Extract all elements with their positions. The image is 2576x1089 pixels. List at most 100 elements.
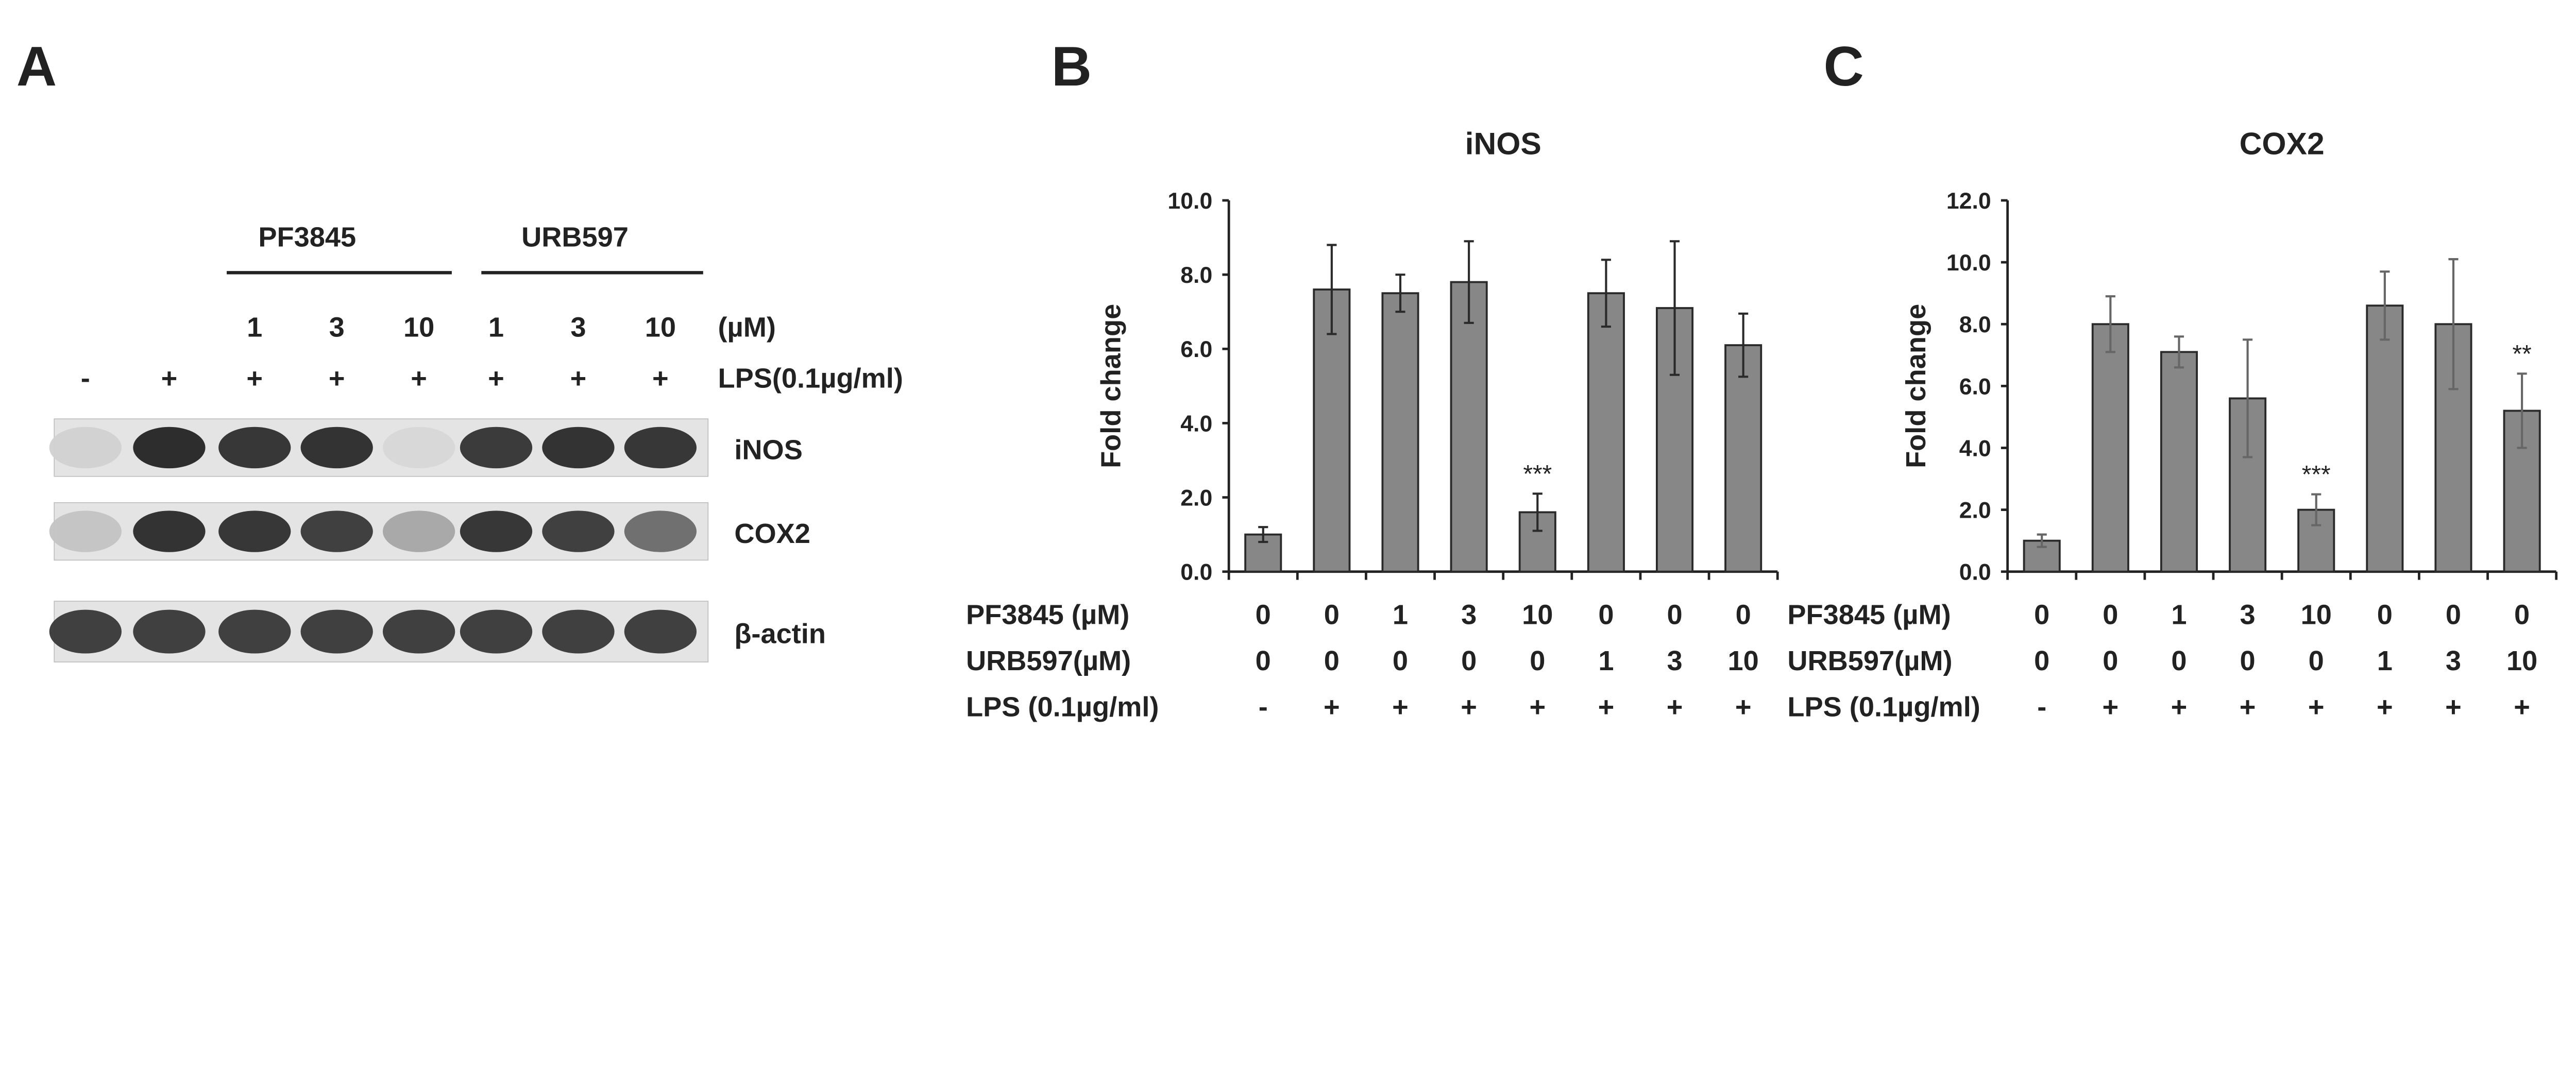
condition-value: 1 [1393,600,1408,631]
condition-value: 1 [2171,600,2187,631]
y-tick-label: 10.0 [1946,250,1991,276]
blot-band [133,427,206,469]
group-label-pf3845: PF3845 [258,222,356,252]
condition-value: + [2445,691,2462,722]
y-tick-label: 10.0 [1167,189,1212,214]
bar [1313,288,1351,573]
blot-band [133,609,206,654]
lps-label: LPS(0.1µg/ml) [718,363,903,394]
y-tick-label: 8.0 [1959,312,1991,337]
bar [1450,281,1488,573]
condition-value: 1 [2377,645,2393,676]
blot-band [218,511,291,552]
blot-band [542,427,615,469]
blot-band [460,609,533,654]
condition-value: 0 [1324,600,1340,631]
condition-value: + [1461,691,1477,722]
blot-band [460,511,533,552]
condition-value: 0 [1736,600,1751,631]
condition-value: 10 [2301,600,2332,631]
figure: A PF3845 URB597 1 3 10 1 3 10 (µM) - + + + + + + + L… [16,35,2558,722]
lps-sign: + [246,363,263,394]
condition-value: 0 [1324,645,1340,676]
chart-title: COX2 [2240,126,2325,161]
blot-band [49,427,122,469]
condition-value: + [1598,691,1615,722]
blot-band [460,427,533,469]
dose-label: 1 [488,312,504,343]
condition-value: 0 [2034,600,2049,631]
lps-row: - + + + + + + + [81,363,669,394]
bar [2091,323,2129,573]
condition-value: - [1259,691,1268,722]
dose-label: 10 [645,312,676,343]
blot-1: COX2 [49,502,810,561]
blot-band [624,511,697,552]
condition-value: 0 [1461,645,1477,676]
bar [2160,351,2198,573]
bar [1381,292,1419,573]
condition-value: 10 [1728,645,1759,676]
condition-row-label: LPS (0.1µg/ml) [1787,691,1980,722]
y-tick-label: 4.0 [1180,411,1212,436]
lps-sign: + [488,363,504,394]
blot-band [382,609,455,654]
condition-row-label: PF3845 (µM) [1787,600,1951,631]
condition-value: 1 [1598,645,1614,676]
dose-label: 3 [570,312,586,343]
y-tick-label: 2.0 [1959,498,1991,523]
blot-band [300,609,373,654]
blot-band [218,609,291,654]
lps-sign: - [81,363,90,394]
condition-value: + [1529,691,1546,722]
blot-band [300,511,373,552]
condition-value: 0 [2377,600,2393,631]
condition-row-label: URB597(µM) [1787,645,1952,676]
group-label-urb597: URB597 [521,222,629,252]
panel-label: C [1824,35,1864,97]
blot-band [542,609,615,654]
blots: iNOS COX2 β-actin [49,418,826,662]
lps-sign: + [411,363,427,394]
blot-band [624,609,697,654]
condition-value: 3 [2240,600,2256,631]
condition-value: 0 [2514,600,2530,631]
dose-label: 3 [329,312,345,343]
blot-label: COX2 [734,518,810,549]
significance-label: *** [2302,461,2331,488]
panel-label: B [1052,35,1092,97]
blot-band [624,427,697,469]
condition-value: + [2514,691,2530,722]
condition-row-label: PF3845 (µM) [966,600,1129,631]
bar [1724,344,1762,573]
lps-sign: + [161,363,178,394]
blot-band [542,511,615,552]
blot-band [382,511,455,552]
condition-value: + [1667,691,1683,722]
condition-row-label: LPS (0.1µg/ml) [966,691,1159,722]
condition-value: 3 [2446,645,2461,676]
condition-value: 0 [2240,645,2256,676]
condition-value: 0 [1667,600,1682,631]
condition-value: 3 [1461,600,1477,631]
condition-value: 0 [1530,645,1545,676]
condition-value: 0 [1256,600,1271,631]
condition-value: - [2037,691,2046,722]
y-tick-label: 6.0 [1180,337,1212,362]
condition-value: 0 [2103,600,2118,631]
condition-value: 0 [2309,645,2324,676]
condition-value: 0 [2034,645,2049,676]
condition-value: + [1324,691,1340,722]
condition-value: + [1735,691,1752,722]
condition-value: 0 [2103,645,2118,676]
blot-band [300,427,373,469]
condition-value: 0 [1393,645,1408,676]
condition-value: + [1392,691,1409,722]
y-tick-label: 4.0 [1959,436,1991,461]
y-tick-label: 6.0 [1959,374,1991,399]
panel-c: C COX2 Fold change 0.0 2.0 4.0 6.0 8.0 10.0 12.0 0… [1787,35,2558,722]
condition-value: 0 [2171,645,2187,676]
chart-title: iNOS [1465,126,1541,161]
y-axis-label: Fold change [1096,304,1127,468]
